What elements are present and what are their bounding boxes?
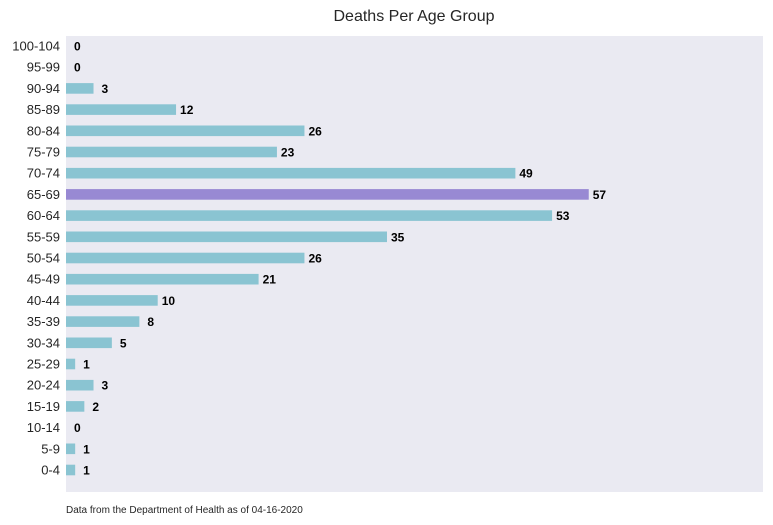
- bar-20-24: [66, 379, 94, 391]
- data-label-85-89: 12: [180, 103, 194, 117]
- data-label-45-49: 21: [263, 273, 277, 287]
- tick-label-70-74: 70-74: [27, 166, 60, 181]
- bar-60-64: [66, 210, 553, 221]
- tick-label-85-89: 85-89: [27, 102, 60, 117]
- tick-label-0-4: 0-4: [41, 463, 60, 478]
- tick-label-80-84: 80-84: [27, 123, 60, 138]
- bar-40-44: [66, 295, 158, 306]
- data-label-95-99: 0: [74, 61, 81, 75]
- tick-label-10-14: 10-14: [27, 420, 60, 435]
- bar-90-94: [66, 83, 94, 94]
- bar-65-69: [66, 189, 589, 200]
- tick-label-5-9: 5-9: [41, 441, 60, 456]
- data-label-25-29: 1: [83, 358, 90, 372]
- bar-30-34: [66, 337, 112, 349]
- tick-label-95-99: 95-99: [27, 60, 60, 75]
- data-label-0-4: 1: [83, 464, 90, 478]
- tick-label-30-34: 30-34: [27, 335, 60, 350]
- bar-45-49: [66, 273, 259, 285]
- tick-label-50-54: 50-54: [27, 251, 60, 266]
- tick-label-75-79: 75-79: [27, 145, 60, 160]
- data-label-40-44: 10: [162, 294, 176, 308]
- bar-55-59: [66, 231, 387, 243]
- bar-80-84: [66, 125, 305, 137]
- tick-label-90-94: 90-94: [27, 81, 60, 96]
- data-label-30-34: 5: [120, 336, 127, 350]
- tick-label-15-19: 15-19: [27, 399, 60, 414]
- data-label-35-39: 8: [147, 315, 154, 329]
- tick-label-55-59: 55-59: [27, 229, 60, 244]
- data-label-20-24: 3: [102, 379, 109, 393]
- data-label-15-19: 2: [92, 400, 99, 414]
- tick-label-45-49: 45-49: [27, 272, 60, 287]
- bar-5-9: [66, 443, 76, 455]
- data-label-5-9: 1: [83, 442, 90, 456]
- data-label-75-79: 23: [281, 146, 295, 160]
- tick-label-65-69: 65-69: [27, 187, 60, 202]
- bar-85-89: [66, 104, 177, 115]
- data-label-80-84: 26: [308, 124, 322, 138]
- bar-15-19: [66, 401, 85, 412]
- data-label-60-64: 53: [556, 209, 570, 223]
- data-label-100-104: 0: [74, 40, 81, 54]
- bar-25-29: [66, 358, 76, 370]
- bar-70-74: [66, 167, 516, 179]
- bar-50-54: [66, 252, 305, 264]
- data-label-55-59: 35: [391, 230, 405, 244]
- tick-label-40-44: 40-44: [27, 293, 60, 308]
- data-label-65-69: 57: [593, 188, 607, 202]
- tick-label-35-39: 35-39: [27, 314, 60, 329]
- data-label-90-94: 3: [102, 82, 109, 96]
- chart-title: Deaths Per Age Group: [334, 8, 495, 25]
- data-label-70-74: 49: [519, 167, 533, 181]
- bar-75-79: [66, 146, 277, 158]
- tick-label-25-29: 25-29: [27, 357, 60, 372]
- data-label-10-14: 0: [74, 421, 81, 435]
- tick-label-100-104: 100-104: [12, 39, 60, 54]
- source-annotation: Data from the Department of Health as of…: [66, 505, 303, 516]
- tick-label-20-24: 20-24: [27, 378, 60, 393]
- plot-area: [66, 36, 763, 492]
- tick-label-60-64: 60-64: [27, 208, 60, 223]
- bar-35-39: [66, 316, 140, 327]
- bar-0-4: [66, 464, 76, 476]
- data-label-50-54: 26: [308, 252, 322, 266]
